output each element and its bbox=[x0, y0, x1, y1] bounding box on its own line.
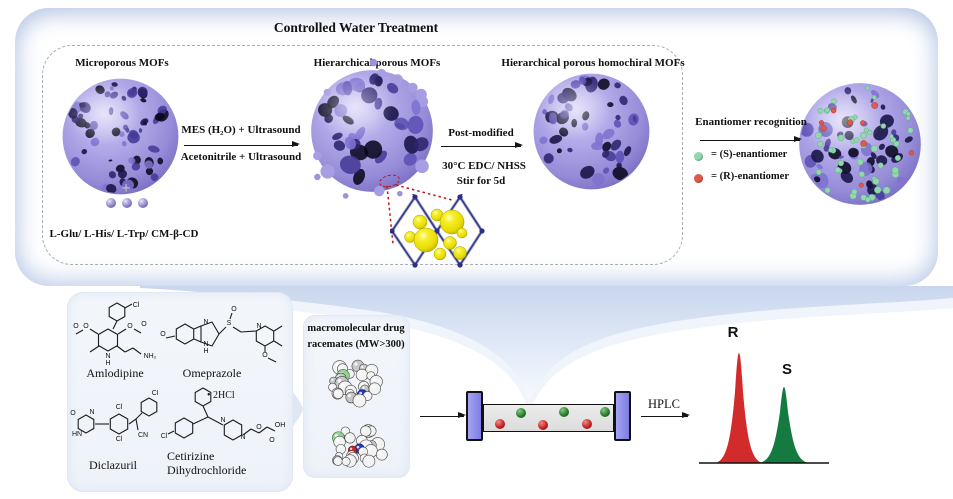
microporous-mof-sphere bbox=[62, 78, 179, 195]
arrow1-bottom-label: Acetonitrile + Ultrasound bbox=[180, 151, 302, 163]
recognition-label: Enantiomer recognition bbox=[695, 116, 807, 128]
r-analyte-dot-icon bbox=[495, 419, 505, 429]
chevron-right-shape bbox=[268, 364, 303, 456]
peak-s-label: S bbox=[781, 361, 793, 378]
svg-text:O: O bbox=[127, 323, 133, 330]
reagent-ball-icon bbox=[122, 198, 132, 208]
cetirizine-label: Cetirizine Dihydrochloride bbox=[167, 449, 247, 477]
cetirizine-structure: Cl N N O OH O bbox=[161, 387, 286, 444]
svg-text:Cl: Cl bbox=[133, 302, 140, 309]
arrow-right-icon bbox=[641, 412, 690, 419]
recognition-mof-sphere bbox=[799, 83, 921, 205]
stage3-label: Hierarchical porous homochiral MOFs bbox=[501, 57, 685, 69]
chromatogram bbox=[699, 353, 829, 464]
svg-text:Cl: Cl bbox=[116, 404, 123, 411]
r-enantiomer-dot-icon bbox=[694, 174, 703, 183]
column-left-cap bbox=[466, 391, 483, 441]
svg-text:Cl: Cl bbox=[161, 433, 168, 440]
r-analyte-dot-icon bbox=[582, 419, 592, 429]
column-tube bbox=[483, 404, 614, 432]
s-analyte-dot-icon bbox=[600, 407, 610, 417]
svg-text:H: H bbox=[203, 348, 208, 355]
svg-text:N: N bbox=[220, 417, 225, 424]
svg-text:NH₂: NH₂ bbox=[144, 353, 157, 360]
r-analyte-dot-icon bbox=[538, 420, 548, 430]
svg-text:S: S bbox=[227, 320, 232, 327]
svg-text:N: N bbox=[240, 434, 245, 441]
svg-text:N: N bbox=[203, 319, 208, 326]
racemates-line1: macromolecular drug bbox=[307, 323, 405, 334]
arrow-right-icon bbox=[420, 412, 466, 419]
svg-text:N: N bbox=[89, 409, 94, 416]
svg-text:Cl: Cl bbox=[116, 436, 123, 443]
svg-text:O: O bbox=[262, 352, 268, 359]
arrow-right-icon bbox=[184, 141, 300, 148]
dashed-region bbox=[42, 45, 683, 265]
column-right-cap bbox=[614, 391, 631, 441]
peak-r-path bbox=[715, 353, 763, 463]
svg-text:O: O bbox=[70, 410, 76, 417]
arrow-right-icon bbox=[700, 136, 802, 143]
hplc-label: HPLC bbox=[648, 397, 680, 411]
panel-title: Controlled Water Treatment bbox=[273, 20, 439, 35]
svg-text:O: O bbox=[269, 437, 275, 444]
arrow-right-icon bbox=[441, 142, 523, 149]
s-enantiomer-dot-icon bbox=[694, 152, 703, 161]
peak-s-path bbox=[759, 387, 809, 463]
arrow1-top-label: MES (H₂O) + Ultrasound bbox=[181, 124, 301, 136]
amlodipine-label: Amlodipine bbox=[86, 366, 144, 380]
svg-text:O: O bbox=[256, 424, 262, 431]
svg-text:O: O bbox=[83, 323, 89, 330]
svg-text:H: H bbox=[105, 360, 110, 367]
svg-text:O: O bbox=[141, 321, 147, 328]
diclazuril-label: Diclazuril bbox=[89, 458, 137, 472]
racemate-molecule-model bbox=[328, 359, 383, 408]
peak-r-label: R bbox=[727, 324, 739, 341]
s-enantiomer-label: = (S)-enantiomer bbox=[711, 149, 788, 160]
s-analyte-dot-icon bbox=[516, 408, 526, 418]
reagents-label: L-Glu/ L-His/ L-Trp/ CM-β-CD bbox=[49, 228, 199, 240]
svg-text:O: O bbox=[160, 331, 166, 338]
reagent-ball-icon bbox=[106, 198, 116, 208]
funnel-swoosh bbox=[140, 286, 953, 409]
stage1-label: Microporous MOFs bbox=[75, 57, 169, 69]
arrow2-top-label: Post-modified bbox=[448, 127, 514, 139]
plus-icon: + bbox=[121, 180, 131, 197]
svg-text:O: O bbox=[231, 306, 237, 313]
svg-text:CN: CN bbox=[138, 432, 148, 439]
arrow2-conditions-label: 30°C EDC/ NHSS bbox=[442, 160, 526, 172]
reagent-ball-icon bbox=[138, 198, 148, 208]
mof-crystal-lattice bbox=[390, 194, 485, 268]
arrow2-stir-label: Stir for 5d bbox=[456, 175, 506, 187]
salt-note: • 2HCl bbox=[207, 390, 235, 401]
svg-text:N: N bbox=[256, 323, 261, 330]
diclazuril-structure: O HN N Cl Cl CN Cl bbox=[70, 390, 159, 443]
racemate-molecule-model bbox=[332, 424, 388, 468]
r-enantiomer-label: = (R)-enantiomer bbox=[711, 171, 790, 182]
omeprazole-label: Omeprazole bbox=[182, 366, 242, 380]
svg-text:OH: OH bbox=[275, 422, 286, 429]
homochiral-mof-sphere bbox=[533, 73, 650, 190]
racemates-card: macromolecular drug racemates (MW>300) bbox=[303, 315, 410, 478]
pore-pointer-lines bbox=[386, 184, 453, 245]
svg-text:O: O bbox=[73, 323, 79, 330]
svg-text:N: N bbox=[203, 341, 208, 348]
svg-text:Cl: Cl bbox=[152, 390, 159, 397]
svg-text:HN: HN bbox=[72, 431, 82, 438]
hierarchical-mof-sphere bbox=[311, 58, 433, 199]
racemates-line2: racemates (MW>300) bbox=[307, 339, 405, 350]
s-analyte-dot-icon bbox=[559, 407, 569, 417]
svg-text:N: N bbox=[105, 353, 110, 360]
